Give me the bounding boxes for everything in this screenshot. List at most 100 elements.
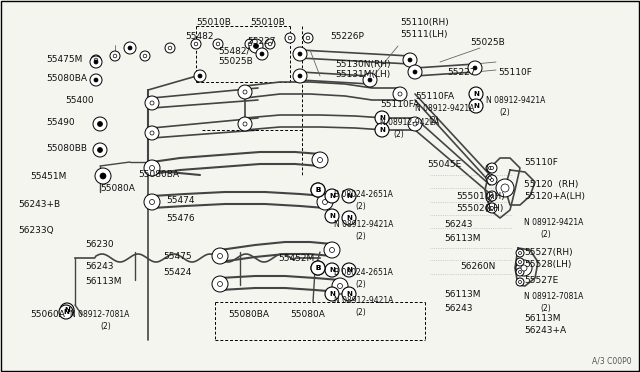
Circle shape	[256, 48, 268, 60]
Circle shape	[323, 199, 328, 205]
Circle shape	[490, 206, 493, 209]
Text: 56113M: 56113M	[444, 290, 481, 299]
Circle shape	[97, 122, 102, 126]
Circle shape	[311, 261, 325, 275]
Text: 55482: 55482	[185, 32, 214, 41]
Text: N: N	[379, 115, 385, 121]
Circle shape	[245, 39, 255, 49]
Circle shape	[95, 168, 111, 184]
Text: 56243: 56243	[444, 304, 472, 313]
Circle shape	[324, 242, 340, 258]
Circle shape	[368, 78, 372, 82]
Circle shape	[468, 61, 482, 75]
Text: 55080A: 55080A	[290, 310, 325, 319]
Text: N 08912-9421A: N 08912-9421A	[415, 104, 474, 113]
Circle shape	[216, 42, 220, 46]
Text: N: N	[346, 193, 352, 199]
Circle shape	[516, 278, 524, 286]
Circle shape	[312, 152, 328, 168]
Circle shape	[191, 39, 201, 49]
Circle shape	[144, 160, 160, 176]
Text: 55010B: 55010B	[196, 18, 231, 27]
Circle shape	[342, 287, 356, 301]
Circle shape	[168, 46, 172, 50]
Circle shape	[59, 305, 73, 319]
Text: 56113M: 56113M	[85, 277, 122, 286]
Text: 55110F: 55110F	[498, 68, 532, 77]
Text: (2): (2)	[355, 202, 365, 211]
Text: B: B	[316, 265, 321, 271]
Text: 55110FA: 55110FA	[415, 92, 454, 101]
Circle shape	[488, 206, 492, 209]
Text: 55527E: 55527E	[524, 276, 558, 285]
Circle shape	[60, 303, 74, 317]
Text: 55131M(LH): 55131M(LH)	[335, 70, 390, 79]
Text: N: N	[346, 215, 352, 221]
Circle shape	[516, 258, 524, 266]
Text: N: N	[346, 267, 352, 273]
Circle shape	[150, 131, 154, 135]
Text: N: N	[64, 307, 70, 313]
Text: 56243+A: 56243+A	[524, 326, 566, 335]
Circle shape	[94, 58, 98, 62]
Circle shape	[408, 58, 412, 62]
Text: 55120  (RH): 55120 (RH)	[524, 180, 579, 189]
Text: N 08912-9421A: N 08912-9421A	[380, 118, 440, 127]
Circle shape	[90, 56, 102, 68]
Circle shape	[140, 51, 150, 61]
Circle shape	[248, 42, 252, 46]
Circle shape	[486, 194, 494, 202]
Text: 55080BB: 55080BB	[46, 144, 87, 153]
Text: 55474: 55474	[166, 196, 195, 205]
Text: N: N	[329, 193, 335, 199]
Text: 56243+B: 56243+B	[18, 200, 60, 209]
Text: 55080BA: 55080BA	[228, 310, 269, 319]
Circle shape	[113, 54, 117, 58]
Circle shape	[332, 278, 348, 294]
Circle shape	[501, 184, 509, 192]
Text: 56230: 56230	[85, 240, 114, 249]
Circle shape	[293, 47, 307, 61]
Circle shape	[486, 174, 494, 182]
Circle shape	[298, 52, 302, 56]
Circle shape	[490, 179, 493, 182]
Circle shape	[110, 51, 120, 61]
Circle shape	[469, 99, 483, 113]
Text: 55045E: 55045E	[427, 160, 461, 169]
Circle shape	[243, 122, 247, 126]
Circle shape	[516, 260, 532, 276]
Circle shape	[311, 183, 325, 197]
Text: B 08024-2651A: B 08024-2651A	[334, 268, 393, 277]
Circle shape	[97, 148, 102, 153]
Circle shape	[94, 78, 98, 82]
Text: (2): (2)	[540, 304, 551, 313]
Text: 55482/: 55482/	[218, 46, 250, 55]
Circle shape	[487, 203, 497, 213]
Circle shape	[285, 33, 295, 43]
Circle shape	[91, 55, 101, 65]
Text: 55120+A(LH): 55120+A(LH)	[524, 192, 585, 201]
Circle shape	[487, 163, 497, 173]
Text: 55501(RH): 55501(RH)	[456, 192, 505, 201]
Text: 55451M: 55451M	[30, 172, 67, 181]
Text: (2): (2)	[393, 130, 404, 139]
Circle shape	[330, 247, 335, 253]
Text: 55502(LH): 55502(LH)	[456, 204, 504, 213]
Circle shape	[124, 42, 136, 54]
Circle shape	[311, 261, 325, 275]
Text: 55080BA: 55080BA	[46, 74, 87, 83]
Text: 55475M: 55475M	[46, 55, 83, 64]
Circle shape	[150, 199, 154, 205]
Circle shape	[93, 143, 107, 157]
Circle shape	[165, 43, 175, 53]
Circle shape	[317, 194, 333, 210]
Circle shape	[94, 60, 98, 64]
Text: 55110(RH): 55110(RH)	[400, 18, 449, 27]
Circle shape	[243, 90, 247, 94]
Circle shape	[317, 157, 323, 163]
Circle shape	[260, 52, 264, 56]
Circle shape	[218, 253, 223, 259]
Circle shape	[487, 191, 497, 201]
Circle shape	[144, 194, 160, 210]
Text: N: N	[346, 291, 352, 297]
